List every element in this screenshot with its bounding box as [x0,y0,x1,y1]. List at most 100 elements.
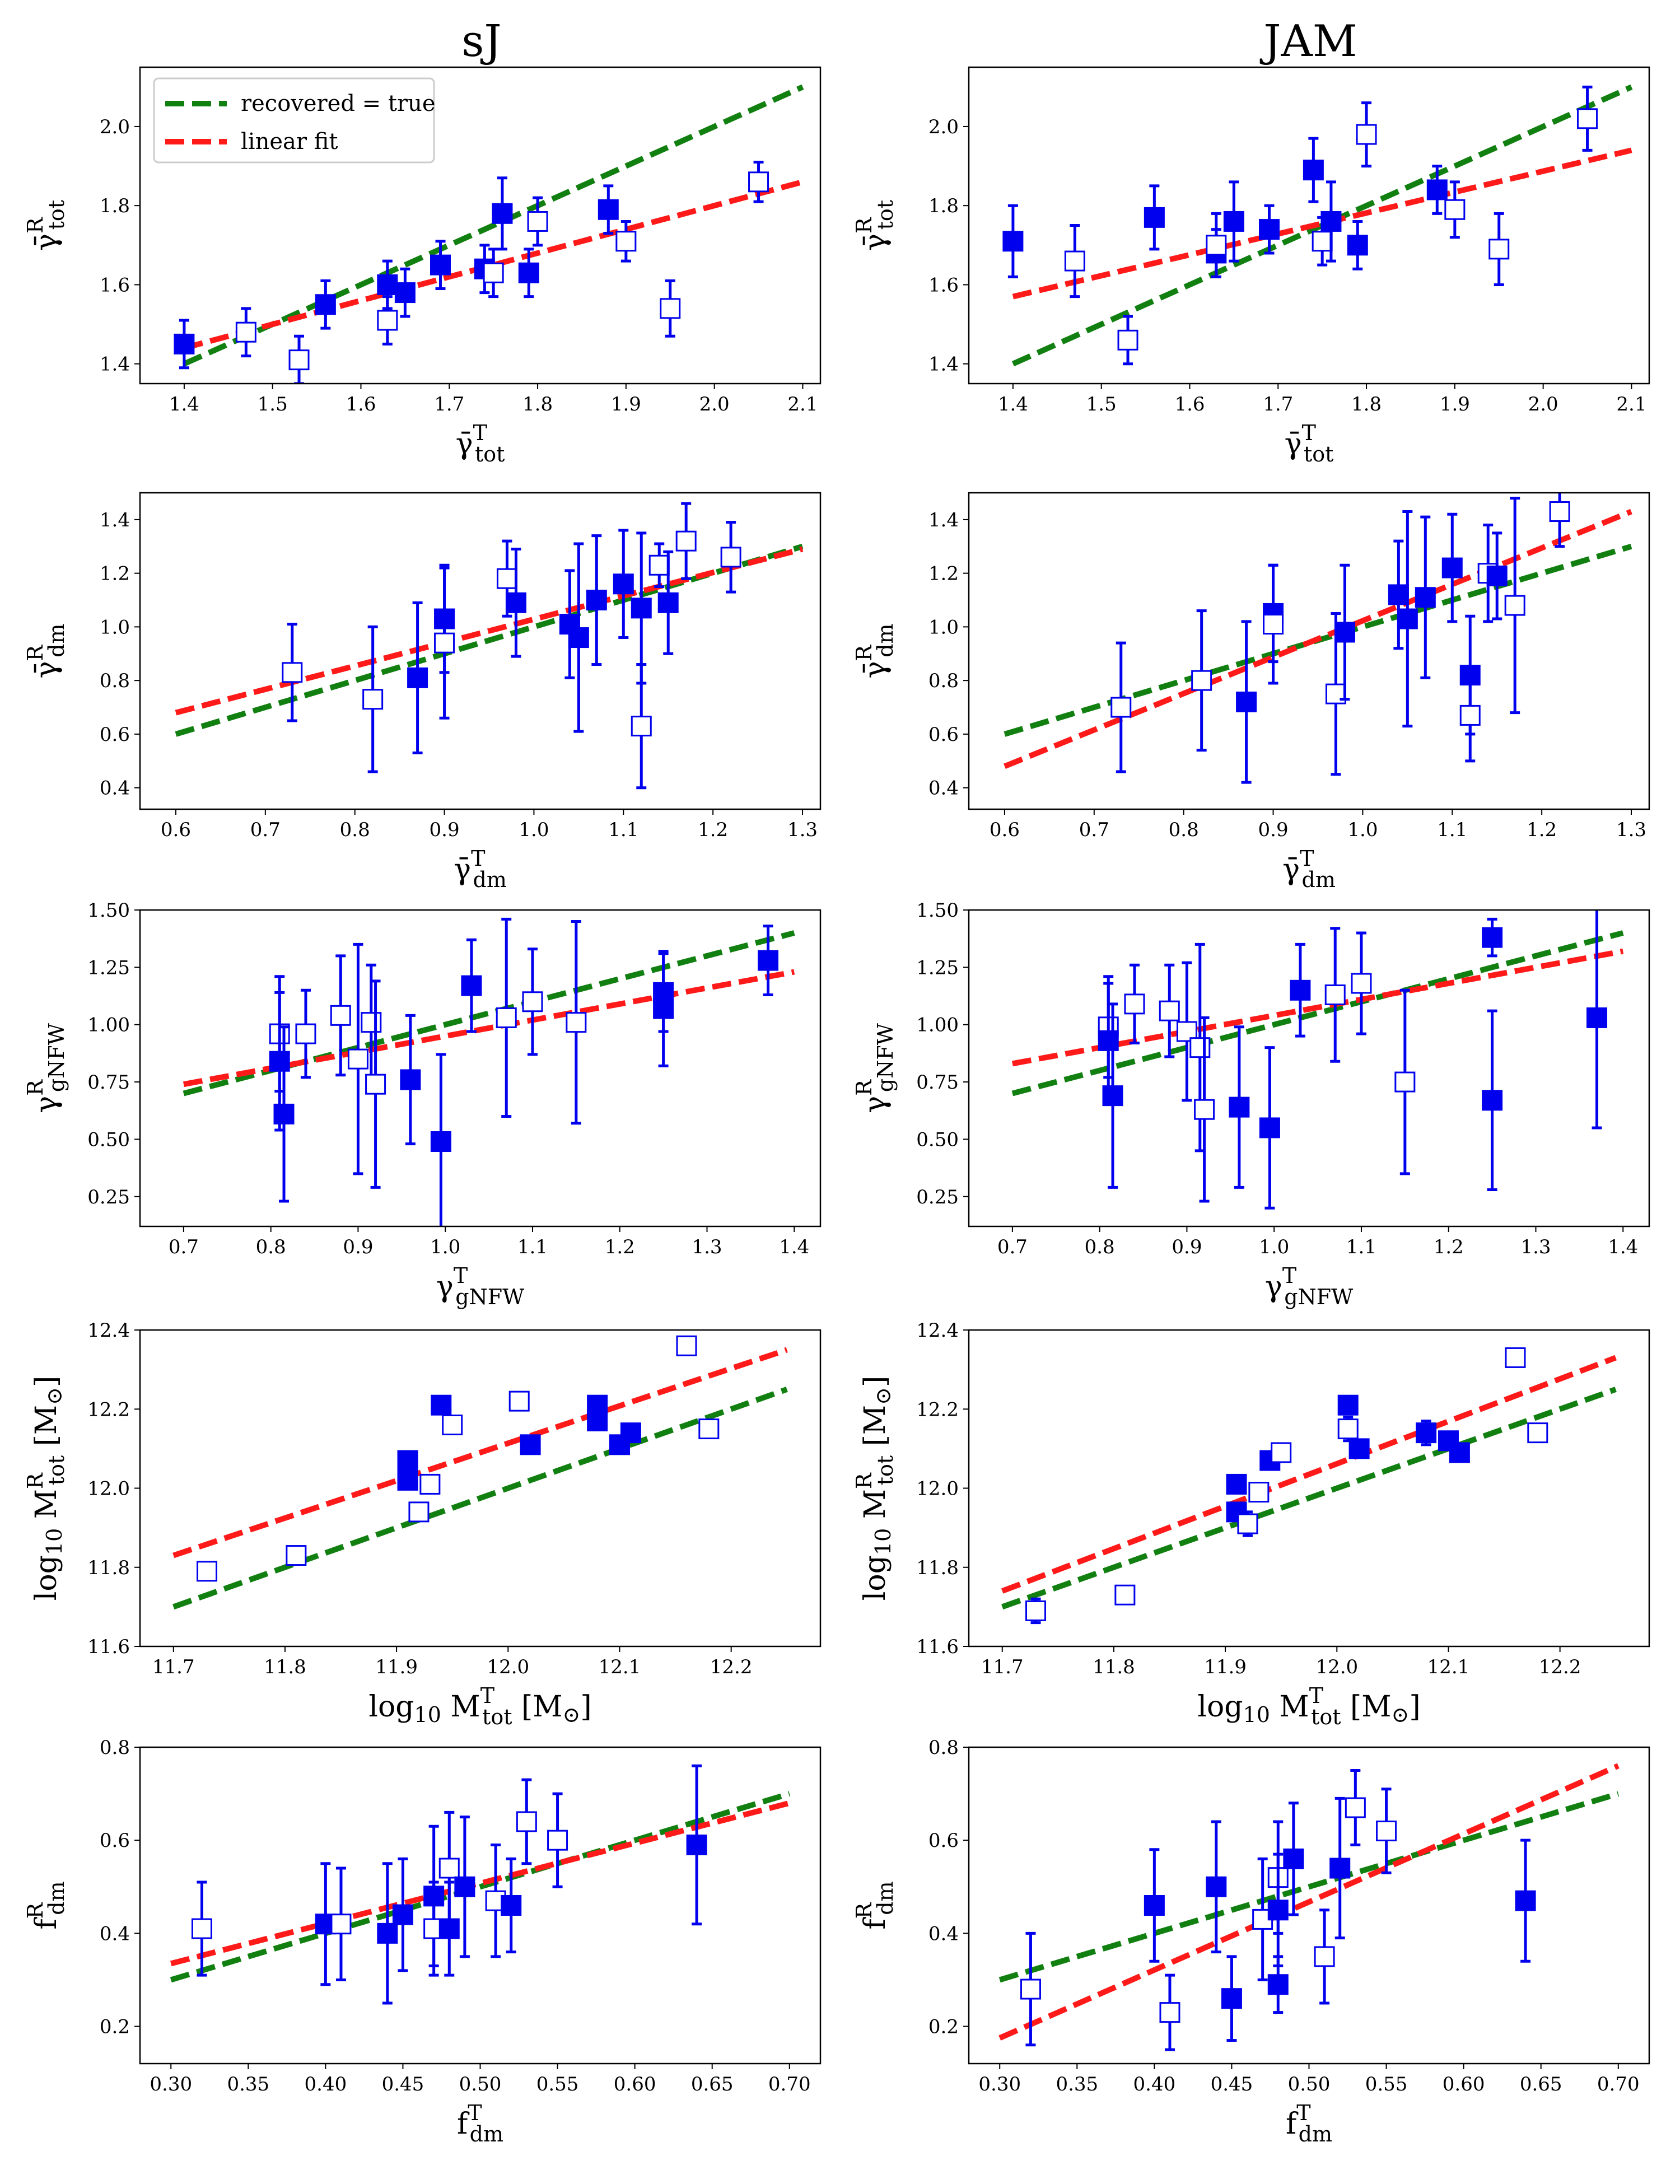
data-point-open [408,1501,430,1523]
xlabel-main: f [457,2107,470,2141]
panel-r1-c0-ylabel: γ̄Rdm [23,623,69,678]
data-point-filled [431,1394,452,1416]
panel-r1-c0-points [282,502,741,790]
ylabel-sub: dm [873,623,898,657]
data-point-filled [1334,622,1355,643]
x-tick-label: 12.1 [1427,1656,1470,1678]
y-tick-label: 0.4 [100,1922,130,1945]
y-tick-label: 0.50 [916,1128,959,1151]
y-tick-label: 12.2 [916,1398,959,1421]
y-tick-label: 0.8 [928,1737,959,1759]
y-tick-label: 1.2 [928,563,959,585]
data-point-open [1159,1000,1180,1021]
panel-r3-c1: 11.7 11.8 11.9 12.0 12.1 12.2 11.6 11.8 12.0 12.2… [852,1319,1650,1729]
y-tick-label: 1.0 [928,616,959,638]
xlabel-sup: T [1296,2101,1310,2125]
xlabel-sub: dm [473,867,507,892]
xlabel-unit-close: ] [580,1690,591,1724]
y-tick-label: 1.50 [87,899,130,922]
data-point-filled [1258,219,1280,240]
xlabel-var: M [1270,1690,1309,1724]
ylabel-sup: R [852,644,876,661]
xlabel-unit: [M [512,1690,562,1724]
xlabel-main: γ̄ [456,427,473,461]
data-point-filled [1102,1085,1123,1107]
x-tick-label: 12.2 [710,1656,753,1678]
x-tick-label: 1.1 [608,819,638,841]
data-point-filled [1329,1858,1351,1879]
y-tick-label: 0.6 [100,1830,130,1852]
ylabel-log-base: 10 [871,1528,895,1555]
xlabel-sup: T [1309,1683,1323,1708]
data-point-filled [1348,1438,1370,1459]
xlabel-unit-close: ] [1409,1690,1420,1724]
data-point-open [516,1811,537,1832]
data-point-filled [1416,1422,1437,1444]
data-point-open [648,554,670,576]
y-tick-label: 12.2 [87,1398,130,1421]
x-tick-label: 0.40 [1133,2073,1176,2096]
data-point-filled [1206,1876,1227,1897]
data-point-open [508,1390,530,1412]
data-point-filled [394,282,416,304]
x-tick-label: 0.8 [340,819,370,841]
data-point-filled [1397,608,1418,629]
y-tick-label: 1.4 [100,509,130,531]
data-point-filled [1226,1473,1247,1495]
ylabel-unit-sun: ⊙ [42,1387,67,1405]
x-tick-label: 1.6 [1174,393,1205,416]
x-tick-label: 1.4 [998,393,1028,416]
ylabel-main: log [30,1555,63,1600]
data-point-open [1505,1347,1526,1368]
data-point-filled [492,203,513,224]
ylabel-main: γ [30,1096,63,1113]
ylabel-sub: gNFW [873,1023,898,1092]
x-tick-label: 1.3 [1616,819,1646,841]
y-tick-label: 0.6 [100,724,130,746]
ylabel-sup: R [852,1472,876,1489]
data-point-open [748,171,769,193]
panel-r0-c1-points [1002,85,1598,366]
data-point-filled [1482,1090,1503,1111]
x-tick-label: 0.9 [343,1236,373,1258]
panel-r2-c0-frame [139,909,822,1228]
data-point-open [698,1418,720,1440]
panel-r4-c0-lines [170,1791,791,1983]
panel-r2-c1-lines [1011,930,1624,1096]
identity-line [183,930,795,1096]
x-tick-label: 12.1 [599,1656,641,1678]
ylabel-sub: dm [873,1881,898,1915]
panel-r0-c0-ylabel: γ̄Rtot [23,200,69,251]
data-point-filled [1283,1848,1304,1869]
x-tick-label: 0.6 [161,819,191,841]
x-tick-label: 0.65 [691,2073,734,2096]
panel-r1-c1-lines [1004,508,1632,769]
x-tick-label: 1.6 [346,393,376,416]
data-point-filled [1347,235,1368,256]
xlabel-sup: T [1300,846,1314,871]
data-point-open [1194,1099,1215,1120]
y-tick-label: 11.8 [87,1557,130,1579]
panel-r4-c1-frame [968,1746,1650,2065]
data-point-open [1549,501,1570,522]
panel-r3-c1-xlabel: log10 MT tot [M⊙] [1197,1683,1420,1729]
ylabel-var: M [858,1489,892,1528]
identity-line [170,1791,791,1983]
y-tick-label: 2.0 [928,116,959,138]
y-tick-label: 0.25 [87,1186,130,1208]
panel-r4-c1-points [1020,1769,1536,2051]
panel-r1-c0-xlabel: γ̄T dm [454,846,507,892]
ylabel-sub: tot [873,1455,898,1485]
data-point-filled [505,592,526,613]
data-point-filled [1337,1394,1359,1416]
y-tick-label: 1.00 [87,1014,130,1037]
panel-r4-c0-xlabel: fT dm [457,2101,503,2146]
x-tick-label: 0.8 [256,1236,286,1258]
xlabel-sub: tot [482,1705,512,1729]
panel-r2-c0: 0.7 0.8 0.9 1.0 1.1 1.2 1.3 1.4 0.25 0.50 0.75 1.00… [23,899,822,1309]
data-point-open [1337,1418,1359,1440]
data-point-open [1444,199,1466,220]
ylabel-sup: R [23,1472,48,1489]
y-tick-label: 0.8 [928,670,959,692]
